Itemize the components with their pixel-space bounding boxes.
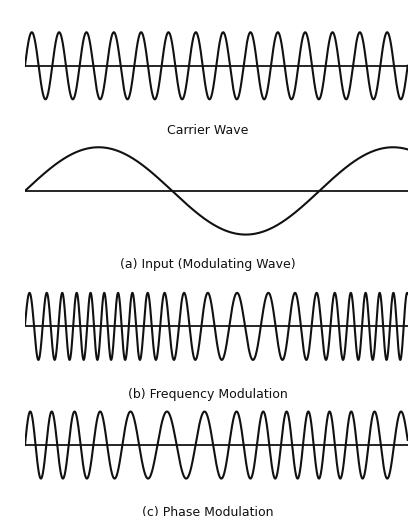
Text: (c) Phase Modulation: (c) Phase Modulation	[142, 506, 274, 516]
Text: (b) Frequency Modulation: (b) Frequency Modulation	[128, 388, 288, 401]
Text: (a) Input (Modulating Wave): (a) Input (Modulating Wave)	[120, 258, 296, 271]
Text: Carrier Wave: Carrier Wave	[167, 124, 249, 137]
